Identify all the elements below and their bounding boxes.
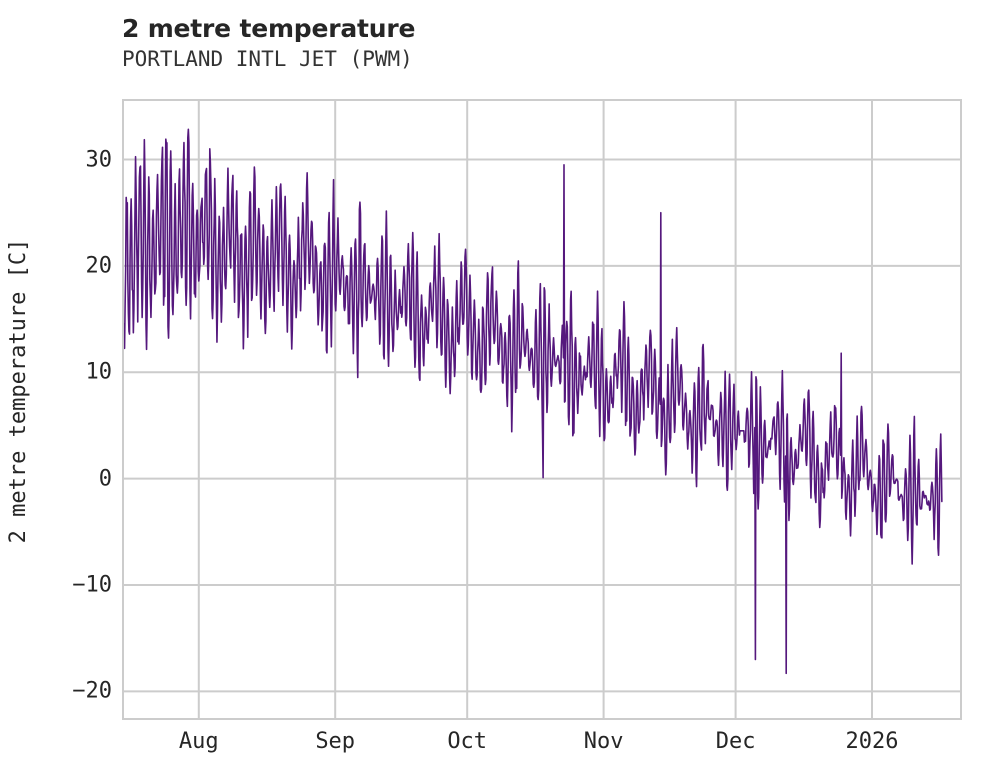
x-tick-label: Dec <box>715 729 756 754</box>
plot-area <box>122 99 962 720</box>
chart-subtitle: PORTLAND INTL JET (PWM) <box>122 47 413 71</box>
y-tick-label: 20 <box>85 253 113 279</box>
page-title: 2 metre temperature <box>122 14 416 43</box>
title-block: 2 metre temperature PORTLAND INTL JET (P… <box>122 14 962 73</box>
y-tick-label: 0 <box>98 466 112 492</box>
grid-lines <box>124 101 960 718</box>
timeseries-svg <box>124 101 960 718</box>
x-tick-label: 2026 <box>845 729 899 754</box>
y-tick-label: −20 <box>72 678 112 704</box>
y-tick-label: 10 <box>85 359 113 385</box>
temperature-line <box>124 128 943 675</box>
x-tick-label: Sep <box>315 729 356 754</box>
y-tick-label: −10 <box>72 572 112 598</box>
y-axis-label: 2 metre temperature [C] <box>5 238 31 544</box>
y-tick-label: 30 <box>85 147 113 172</box>
x-tick-label: Oct <box>447 729 488 754</box>
x-tick-label: Aug <box>178 729 219 754</box>
x-tick-label: Nov <box>583 729 624 754</box>
